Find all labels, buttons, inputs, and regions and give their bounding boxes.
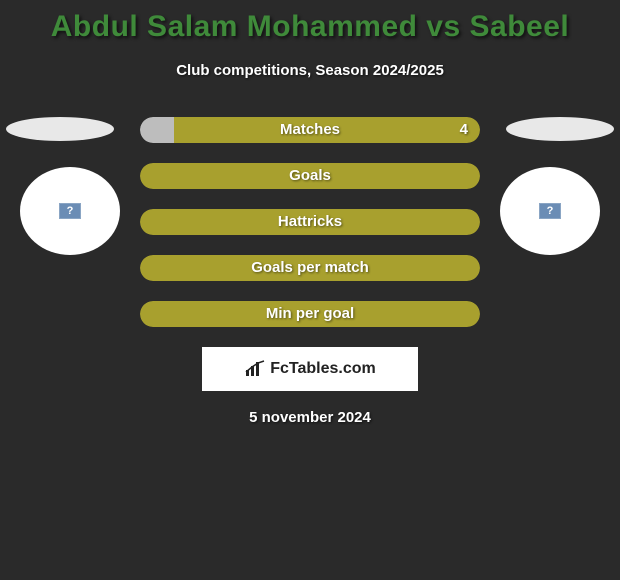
bar-chart-icon: [244, 360, 266, 378]
comparison-arena: Matches4 Goals Hattricks Goals per match Min…: [0, 117, 620, 327]
date-label: 5 november 2024: [0, 409, 620, 426]
logo: FcTables.com: [244, 360, 376, 378]
logo-text-label: FcTables.com: [270, 360, 376, 378]
placeholder-icon: [59, 203, 81, 219]
stat-bars: Matches4 Goals Hattricks Goals per match Min…: [140, 117, 480, 327]
subtitle: Club competitions, Season 2024/2025: [0, 62, 620, 79]
platform-left: [6, 117, 114, 141]
stat-bar: Goals: [140, 163, 480, 189]
avatar-right: [500, 167, 600, 255]
stat-bar: Goals per match: [140, 255, 480, 281]
avatar-left: [20, 167, 120, 255]
bar-label: Goals: [140, 163, 480, 189]
page-title: Abdul Salam Mohammed vs Sabeel: [0, 0, 620, 44]
bar-value-right: 4: [460, 117, 468, 143]
stat-bar: Min per goal: [140, 301, 480, 327]
stat-bar: Matches4: [140, 117, 480, 143]
bar-label: Goals per match: [140, 255, 480, 281]
bar-label: Min per goal: [140, 301, 480, 327]
stat-bar: Hattricks: [140, 209, 480, 235]
bar-label: Hattricks: [140, 209, 480, 235]
logo-box: FcTables.com: [202, 347, 418, 391]
bar-label: Matches: [140, 117, 480, 143]
placeholder-icon: [539, 203, 561, 219]
platform-right: [506, 117, 614, 141]
